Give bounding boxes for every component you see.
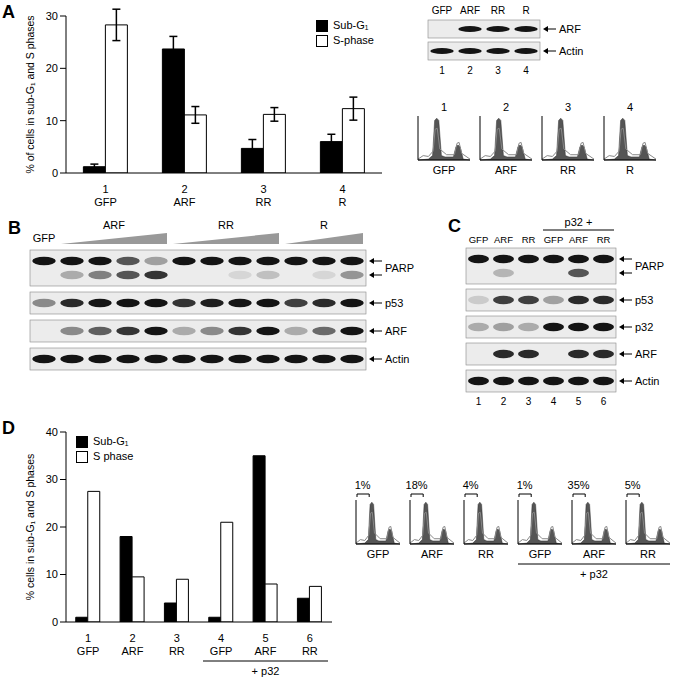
svg-text:5: 5: [262, 632, 268, 644]
svg-text:1: 1: [102, 183, 108, 195]
svg-text:p32 +: p32 +: [565, 216, 593, 228]
svg-text:Actin: Actin: [385, 353, 409, 365]
svg-text:5%: 5%: [625, 479, 641, 491]
svg-text:18%: 18%: [406, 479, 428, 491]
svg-text:RR: RR: [478, 548, 494, 560]
svg-text:1%: 1%: [517, 479, 533, 491]
svg-text:30: 30: [46, 473, 58, 485]
svg-text:5: 5: [576, 396, 582, 407]
svg-text:PARP: PARP: [385, 262, 414, 274]
svg-text:20: 20: [46, 62, 58, 74]
svg-text:4: 4: [627, 101, 633, 113]
svg-text:B: B: [8, 218, 21, 238]
svg-text:1: 1: [439, 65, 445, 76]
svg-text:RR: RR: [560, 164, 576, 176]
svg-text:ARF: ARF: [494, 234, 513, 245]
svg-text:PARP: PARP: [635, 260, 664, 272]
svg-text:2: 2: [503, 101, 509, 113]
svg-text:C: C: [448, 216, 461, 236]
svg-text:4: 4: [218, 632, 224, 644]
svg-text:3: 3: [260, 183, 266, 195]
svg-text:ARF: ARF: [255, 645, 277, 657]
svg-text:R: R: [626, 164, 634, 176]
svg-text:4: 4: [523, 65, 529, 76]
svg-text:Actin: Actin: [635, 375, 659, 387]
svg-text:0: 0: [52, 616, 58, 628]
svg-text:GFP: GFP: [94, 196, 117, 208]
svg-text:% cells in sub-G₁ and S phases: % cells in sub-G₁ and S phases: [24, 454, 36, 601]
svg-text:RR: RR: [302, 645, 318, 657]
svg-text:GFP: GFP: [544, 234, 564, 245]
html-text:A: A: [2, 2, 15, 22]
svg-text:4: 4: [339, 183, 345, 195]
svg-text:2: 2: [129, 632, 135, 644]
svg-text:3: 3: [495, 65, 501, 76]
svg-text:p32: p32: [635, 321, 653, 333]
svg-text:GFP: GFP: [367, 548, 390, 560]
svg-text:1%: 1%: [355, 479, 371, 491]
svg-text:R: R: [339, 196, 347, 208]
svg-text:2: 2: [181, 183, 187, 195]
svg-text:6: 6: [307, 632, 313, 644]
svg-text:RR: RR: [169, 645, 185, 657]
svg-text:3: 3: [174, 632, 180, 644]
svg-text:RR: RR: [522, 234, 536, 245]
svg-text:R: R: [320, 219, 328, 231]
svg-text:0: 0: [52, 167, 58, 179]
svg-text:1: 1: [441, 101, 447, 113]
svg-text:GFP: GFP: [433, 164, 456, 176]
html-text:S-phase: S-phase: [333, 34, 374, 46]
svg-text:GFP: GFP: [77, 645, 100, 657]
svg-text:20: 20: [46, 521, 58, 533]
svg-text:4%: 4%: [463, 479, 479, 491]
svg-text:ARF: ARF: [569, 234, 588, 245]
svg-text:GFP: GFP: [33, 232, 56, 244]
svg-text:2: 2: [467, 65, 473, 76]
svg-text:+ p32: + p32: [252, 665, 280, 677]
svg-text:1: 1: [85, 632, 91, 644]
svg-text:ARF: ARF: [460, 5, 480, 16]
svg-text:10: 10: [46, 568, 58, 580]
svg-text:% of cells in sub-G₁ and S pha: % of cells in sub-G₁ and S phases: [24, 15, 36, 173]
svg-text:40: 40: [46, 426, 58, 438]
svg-text:3: 3: [526, 396, 532, 407]
svg-text:Actin: Actin: [559, 45, 583, 57]
svg-text:GFP: GFP: [210, 645, 233, 657]
svg-text:RR: RR: [640, 548, 656, 560]
html-text:D: D: [2, 418, 15, 438]
svg-text:RR: RR: [491, 5, 505, 16]
svg-text:ARF: ARF: [559, 23, 581, 35]
svg-text:ARF: ARF: [421, 548, 443, 560]
html-text:Sub-G₁: Sub-G₁: [333, 19, 369, 31]
svg-text:1: 1: [476, 396, 482, 407]
svg-text:RR: RR: [597, 234, 611, 245]
svg-text:ARF: ARF: [583, 548, 605, 560]
svg-text:RR: RR: [218, 219, 234, 231]
svg-text:GFP: GFP: [469, 234, 489, 245]
svg-text:ARF: ARF: [122, 645, 144, 657]
svg-text:ARF: ARF: [103, 219, 125, 231]
svg-text:ARF: ARF: [635, 348, 657, 360]
svg-text:+ p32: + p32: [580, 568, 608, 580]
svg-text:35%: 35%: [568, 479, 590, 491]
svg-text:ARF: ARF: [174, 196, 196, 208]
svg-text:R: R: [522, 5, 529, 16]
svg-text:10: 10: [46, 115, 58, 127]
svg-text:GFP: GFP: [529, 548, 552, 560]
svg-text:3: 3: [565, 101, 571, 113]
html-text:S phase: S phase: [93, 450, 134, 462]
svg-text:p53: p53: [635, 294, 653, 306]
svg-text:4: 4: [551, 396, 557, 407]
svg-text:p53: p53: [385, 297, 403, 309]
svg-text:ARF: ARF: [385, 325, 407, 337]
svg-text:6: 6: [601, 396, 607, 407]
svg-text:2: 2: [501, 396, 507, 407]
svg-text:RR: RR: [256, 196, 272, 208]
svg-text:GFP: GFP: [432, 5, 453, 16]
svg-text:30: 30: [46, 10, 58, 22]
svg-text:ARF: ARF: [495, 164, 517, 176]
html-text:Sub-G₁: Sub-G₁: [93, 435, 129, 447]
